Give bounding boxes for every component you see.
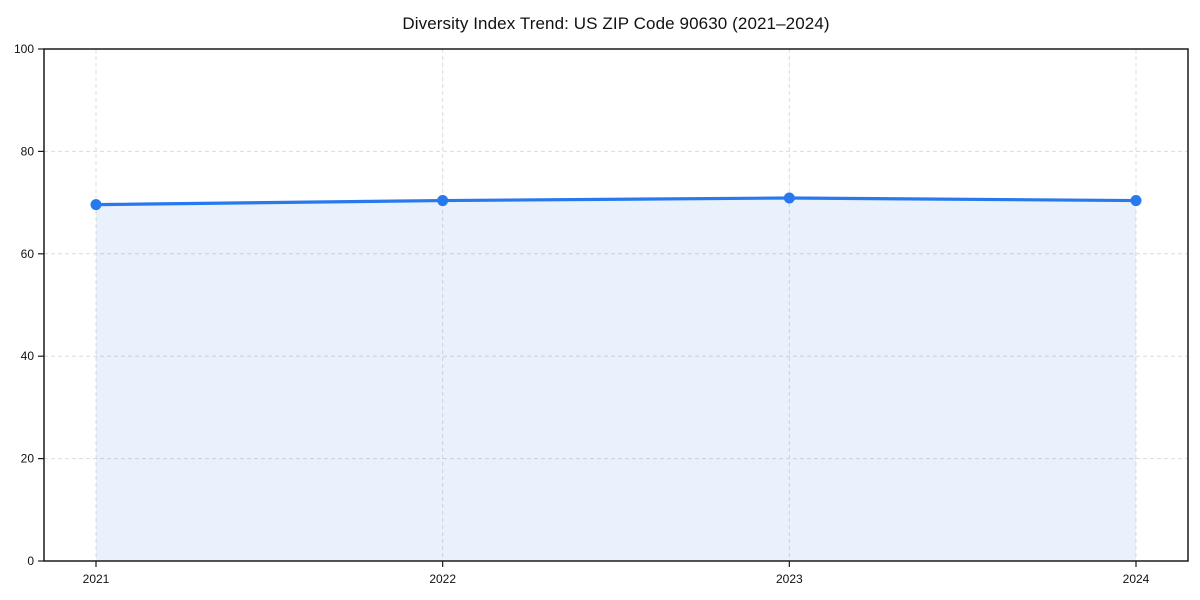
trend-line (94, 196, 1138, 207)
y-tick-label: 0 (27, 554, 34, 568)
data-point (90, 199, 102, 211)
y-tick-label: 40 (21, 349, 35, 363)
data-point (783, 192, 795, 204)
x-tick-label: 2022 (429, 572, 456, 586)
x-tick-label: 2021 (83, 572, 110, 586)
area-fill (96, 197, 1136, 561)
y-tick-label: 20 (21, 452, 35, 466)
data-point (437, 195, 449, 207)
x-tick-label: 2024 (1123, 572, 1150, 586)
x-tick-label: 2023 (776, 572, 803, 586)
chart-title: Diversity Index Trend: US ZIP Code 90630… (402, 14, 830, 33)
plot-border (43, 48, 1189, 562)
y-tick-label: 60 (21, 247, 35, 261)
data-point (1130, 195, 1142, 207)
y-tick-label: 80 (21, 144, 35, 158)
y-tick-label: 100 (14, 42, 34, 56)
